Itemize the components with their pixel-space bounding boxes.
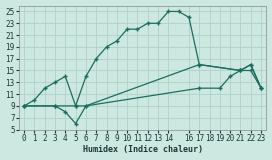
X-axis label: Humidex (Indice chaleur): Humidex (Indice chaleur) bbox=[83, 145, 203, 154]
